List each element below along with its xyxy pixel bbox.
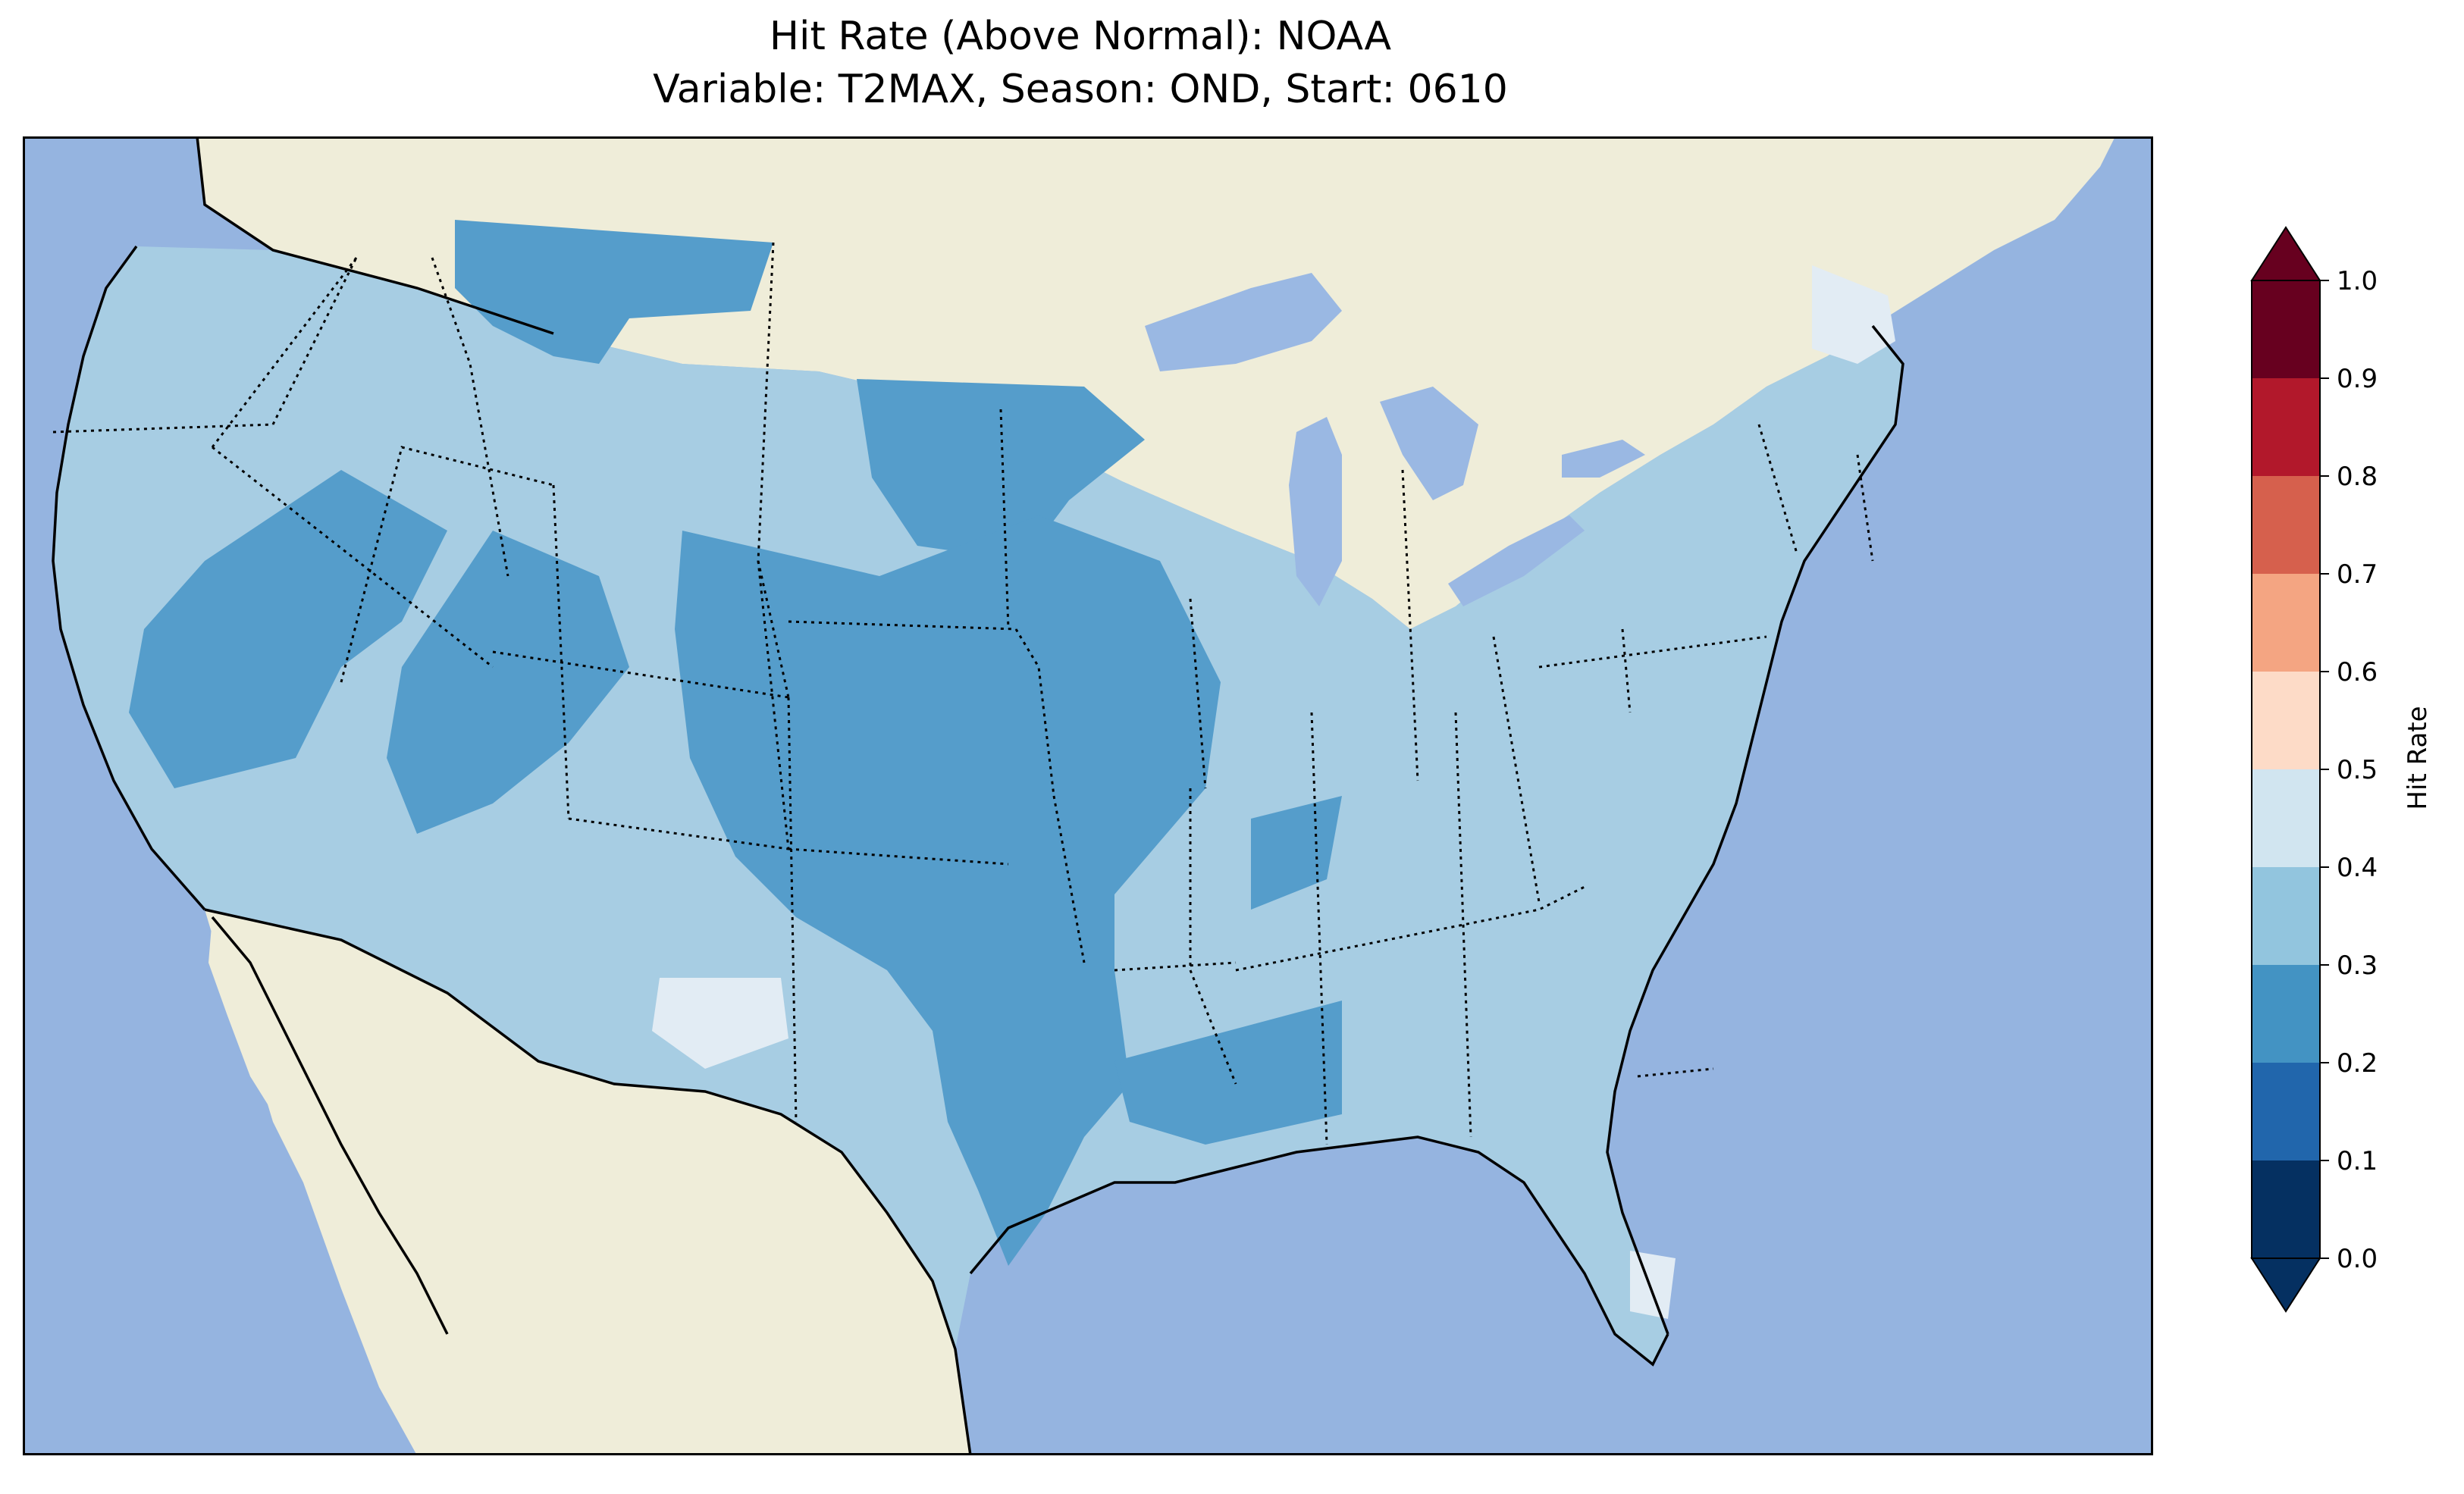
colorbar-tick-label: 0.9 [2337,364,2378,394]
colorbar-tick-label: 0.7 [2337,559,2378,590]
state-boundaries [52,242,1874,1145]
lake-huron [1380,387,1478,500]
hit-rate-0-4-0-5-regions [652,265,1895,1319]
colorbar-bin-1 [2252,1063,2320,1160]
hit-rate-0-2-0-3-regions [129,220,1342,1266]
lake-erie [1448,515,1585,606]
colorbar-tick-label: 1.0 [2337,266,2378,296]
colorbar-extend-min [2250,1258,2321,1313]
colorbar-bin-7 [2252,476,2320,574]
mexico-land [205,910,970,1455]
map-subtitle: Variable: T2MAX, Season: OND, Start: 061… [653,67,1508,112]
colorbar-tick-label: 0.4 [2337,853,2378,883]
coastlines [52,136,1904,1455]
colorbar-bin-8 [2252,378,2320,476]
colorbar-bin-5 [2252,672,2320,769]
colorbar-ticks: 0.0 0.1 0.2 0.3 0.4 0.5 0.6 0.7 0.8 0.9 1.0 [2320,266,2378,1274]
colorbar-tick-label: 0.0 [2337,1244,2378,1274]
lake-ontario [1562,440,1645,478]
colorbar-tick-label: 0.3 [2337,951,2378,981]
colorbar-bin-9 [2252,280,2320,378]
map-panel [23,136,2153,1455]
lake-michigan [1289,417,1342,606]
colorbar-tick-label: 0.5 [2337,755,2378,785]
map-title: Hit Rate (Above Normal): NOAA [769,14,1392,59]
colorbar-bins [2250,226,2321,1313]
colorbar-tick-label: 0.8 [2337,462,2378,492]
colorbar-bin-2 [2252,965,2320,1063]
colorbar-tick-label: 0.2 [2337,1048,2378,1079]
colorbar: 0.0 0.1 0.2 0.3 0.4 0.5 0.6 0.7 0.8 0.9 1.0 Hit Ra… [2250,226,2433,1313]
colorbar-bin-3 [2252,867,2320,965]
lake-superior [1145,273,1342,371]
colorbar-bin-6 [2252,574,2320,672]
colorbar-extend-max [2250,226,2321,281]
colorbar-tick-label: 0.6 [2337,657,2378,687]
map-frame [23,136,2153,1455]
colorbar-label: Hit Rate [2403,706,2433,810]
colorbar-tick-label: 0.1 [2337,1146,2378,1176]
colorbar-bin-0 [2252,1160,2320,1258]
baja-land [208,917,447,1357]
colorbar-bin-4 [2252,769,2320,867]
great-lakes [1145,273,1645,606]
